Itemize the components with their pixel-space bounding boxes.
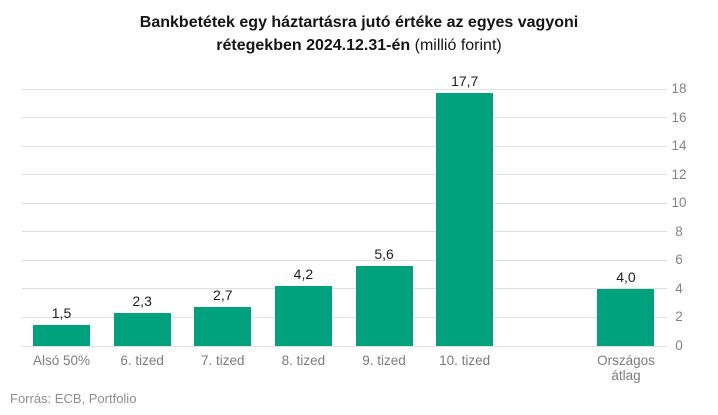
gridline xyxy=(22,117,667,119)
x-tick-label: 6. tized xyxy=(120,353,164,368)
y-tick-label: 14 xyxy=(671,138,687,154)
chart-title-unit: (millió forint) xyxy=(414,37,502,54)
gridline xyxy=(22,345,667,347)
chart-title-line1: Bankbetétek egy háztartásra jutó értéke … xyxy=(0,11,718,34)
gridline xyxy=(22,202,667,204)
y-tick-label: 10 xyxy=(671,195,687,211)
y-tick-label: 4 xyxy=(675,280,683,296)
bar-2 xyxy=(113,313,171,346)
x-tick-label: 9. tized xyxy=(362,353,406,368)
bar-value-label: 17,7 xyxy=(451,73,479,90)
gridline xyxy=(22,231,667,233)
source-note: Forrás: ECB, Portfolio xyxy=(10,391,137,406)
y-tick-label: 6 xyxy=(675,252,683,268)
y-tick-label: 0 xyxy=(675,338,683,353)
chart-title-line2: rétegekben 2024.12.31-én (millió forint) xyxy=(0,34,718,57)
gridline xyxy=(22,288,667,290)
x-tick-label: 7. tized xyxy=(201,353,245,368)
y-tick-label: 8 xyxy=(675,223,683,239)
x-tick-label: Alsó 50% xyxy=(32,353,91,368)
bar-3 xyxy=(194,307,252,346)
bar-4 xyxy=(274,286,332,346)
bar-5 xyxy=(355,266,413,346)
x-tick-label: 8. tized xyxy=(281,353,326,368)
plot-area: 1,5 2,3 2,7 4,2 5,6 17,7 4,0 xyxy=(22,73,667,347)
y-tick-label: 18 xyxy=(671,81,687,96)
gridline xyxy=(22,88,667,90)
x-tick-label: 10. tized xyxy=(439,353,491,368)
x-tick-label: Országos átlag xyxy=(597,353,655,383)
bar-1 xyxy=(33,324,90,346)
y-tick-label: 16 xyxy=(671,109,687,125)
bar-value-label: 1,5 xyxy=(51,304,72,321)
bar-value-label: 4,0 xyxy=(616,268,636,285)
chart-title: Bankbetétek egy háztartásra jutó értéke … xyxy=(0,11,718,57)
gridline xyxy=(22,174,667,176)
bar-value-label: 2,3 xyxy=(132,293,152,310)
bar-6 xyxy=(436,93,494,346)
bar-value-label: 4,2 xyxy=(293,266,314,283)
bar-value-label: 5,6 xyxy=(374,246,394,263)
bar-7 xyxy=(597,288,655,346)
chart-title-line1-text: Bankbetétek egy háztartásra jutó értéke … xyxy=(139,14,579,31)
y-tick-label: 12 xyxy=(671,166,687,182)
gridline xyxy=(22,259,667,261)
gridline xyxy=(22,316,667,318)
chart-title-date: rétegekben 2024.12.31-én xyxy=(216,37,411,54)
gridline xyxy=(22,145,667,147)
y-tick-label: 2 xyxy=(675,309,683,325)
bar-value-label: 2,7 xyxy=(213,287,233,304)
